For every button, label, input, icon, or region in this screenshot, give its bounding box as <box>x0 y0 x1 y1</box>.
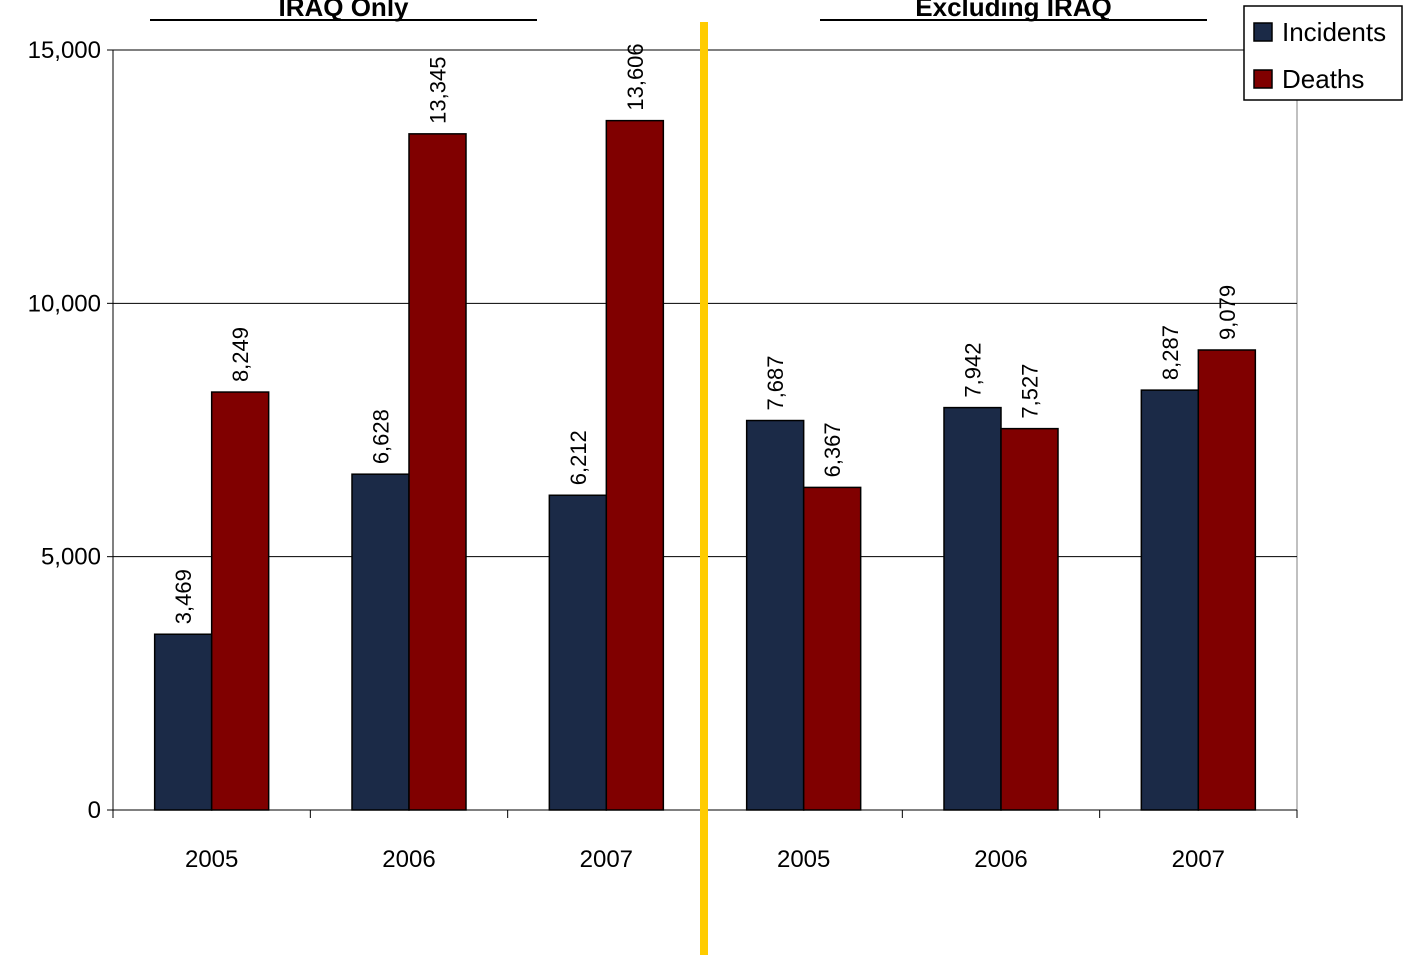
x-tick-label: 2007 <box>580 846 633 873</box>
group-headers: IRAQ Only Excluding IRAQ <box>150 0 1207 955</box>
y-tick-label: 15,000 <box>28 37 101 64</box>
bar-deaths <box>1197 349 1257 811</box>
data-labels: 3,469 8,249 6,628 13,345 6,212 13,606 7,687 6,3… <box>171 43 1240 624</box>
bar-deaths <box>605 119 665 811</box>
group-header-title: Excluding IRAQ <box>915 0 1111 22</box>
x-tick-label: 2006 <box>974 846 1027 873</box>
y-tick-label: 0 <box>88 797 101 824</box>
group-header-title: IRAQ Only <box>278 0 409 22</box>
data-label-incidents: 6,628 <box>369 409 394 464</box>
bar-incidents <box>351 473 410 811</box>
y-tick-label: 10,000 <box>28 290 101 317</box>
bar-deaths <box>1000 427 1059 811</box>
bar-incidents <box>943 406 1002 811</box>
data-label-incidents: 3,469 <box>171 569 196 624</box>
data-label-deaths: 7,527 <box>1018 364 1043 419</box>
data-label-deaths: 6,367 <box>820 422 845 477</box>
data-label-deaths: 13,606 <box>623 43 648 110</box>
y-tick-label: 5,000 <box>41 544 101 571</box>
data-label-deaths: 13,345 <box>426 57 451 124</box>
bar-incidents <box>548 494 608 811</box>
legend: Incidents Deaths <box>1243 5 1403 101</box>
bar-incidents <box>1140 389 1200 811</box>
data-label-incidents: 6,212 <box>566 430 591 485</box>
x-tick-label: 2007 <box>1172 846 1225 873</box>
legend-label-deaths: Deaths <box>1282 64 1364 94</box>
data-label-incidents: 7,687 <box>763 355 788 410</box>
bar-deaths <box>408 133 467 811</box>
data-label-deaths: 8,249 <box>228 327 253 382</box>
x-tick-label: 2006 <box>382 846 435 873</box>
data-label-incidents: 8,287 <box>1158 325 1183 380</box>
data-label-deaths: 9,079 <box>1215 285 1240 340</box>
axes: 0 5,000 10,000 15,000 2005 2006 2007 2005 2006 20… <box>28 37 1298 873</box>
legend-swatch-incidents <box>1253 22 1273 42</box>
data-label-incidents: 7,942 <box>961 343 986 398</box>
legend-label-incidents: Incidents <box>1282 17 1386 47</box>
bar-deaths <box>802 486 862 811</box>
legend-swatch-deaths <box>1253 69 1273 89</box>
x-tick-label: 2005 <box>777 846 830 873</box>
bar-incidents <box>745 419 805 811</box>
bar-deaths <box>210 391 270 811</box>
bars <box>153 119 1257 811</box>
bar-incidents <box>153 633 213 811</box>
x-tick-label: 2005 <box>185 846 238 873</box>
